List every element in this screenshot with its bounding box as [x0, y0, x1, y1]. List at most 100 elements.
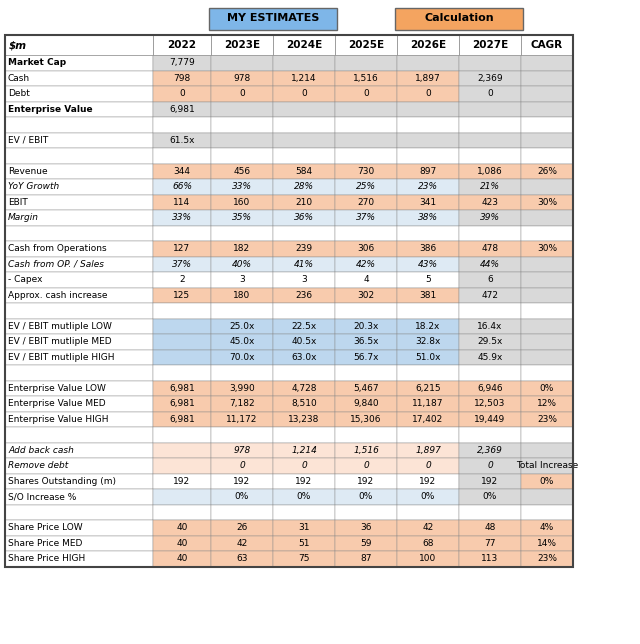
Bar [335, 504, 397, 520]
Text: 1,214: 1,214 [291, 446, 317, 455]
Bar [211, 241, 273, 256]
Text: 66%: 66% [172, 182, 192, 191]
Bar [211, 179, 273, 194]
Text: 4%: 4% [540, 523, 554, 532]
Bar [397, 350, 459, 365]
Text: 0%: 0% [359, 492, 373, 501]
Bar [273, 272, 335, 287]
Bar [273, 551, 335, 567]
Bar [459, 489, 521, 504]
Text: 2024E: 2024E [286, 40, 322, 50]
Bar [273, 303, 335, 319]
Bar [459, 194, 521, 210]
Bar [211, 442, 273, 458]
Text: $m: $m [9, 40, 27, 50]
Text: 11,172: 11,172 [227, 415, 258, 424]
Bar [5, 102, 153, 117]
Bar [335, 442, 397, 458]
Text: Share Price MED: Share Price MED [8, 539, 83, 548]
Bar [5, 427, 153, 442]
Bar [521, 473, 573, 489]
Text: 8,510: 8,510 [291, 399, 317, 408]
Bar [153, 133, 211, 148]
Bar [153, 70, 211, 86]
Bar [5, 412, 153, 427]
Bar [459, 458, 521, 473]
Text: 37%: 37% [172, 260, 192, 269]
Text: 75: 75 [298, 554, 310, 564]
Text: 87: 87 [360, 554, 372, 564]
Text: 2: 2 [179, 275, 185, 284]
Bar [211, 256, 273, 272]
Bar [397, 396, 459, 412]
Bar [521, 551, 573, 567]
Bar [335, 489, 397, 504]
Bar [397, 458, 459, 473]
Bar [153, 194, 211, 210]
Bar [211, 473, 273, 489]
Bar [459, 520, 521, 536]
Bar [335, 396, 397, 412]
Text: 897: 897 [419, 167, 436, 176]
Bar [153, 350, 211, 365]
Bar [397, 272, 459, 287]
Text: 6,981: 6,981 [169, 399, 195, 408]
Bar [459, 102, 521, 117]
Bar [153, 334, 211, 350]
Bar [211, 164, 273, 179]
Bar [521, 303, 573, 319]
Bar [273, 427, 335, 442]
Text: Enterprise Value MED: Enterprise Value MED [8, 399, 106, 408]
Text: 13,238: 13,238 [288, 415, 320, 424]
Bar [153, 117, 211, 133]
Text: 0%: 0% [235, 492, 249, 501]
Bar [335, 334, 397, 350]
Bar [211, 536, 273, 551]
Bar [5, 303, 153, 319]
Bar [521, 256, 573, 272]
Bar [459, 210, 521, 225]
Bar [521, 55, 573, 70]
Bar [521, 179, 573, 194]
Bar [521, 396, 573, 412]
Text: 4,728: 4,728 [291, 384, 317, 393]
Text: 9,840: 9,840 [353, 399, 379, 408]
Bar [153, 458, 211, 473]
Text: EV / EBIT mutliple MED: EV / EBIT mutliple MED [8, 337, 111, 346]
Text: 306: 306 [357, 244, 374, 253]
Bar [521, 350, 573, 365]
Bar [153, 442, 211, 458]
Bar [153, 164, 211, 179]
Bar [5, 287, 153, 303]
Bar [397, 334, 459, 350]
Bar [459, 412, 521, 427]
Text: 14%: 14% [537, 539, 557, 548]
Bar [397, 102, 459, 117]
Bar [273, 319, 335, 334]
Text: Add back cash: Add back cash [8, 446, 74, 455]
Bar [273, 489, 335, 504]
Bar [153, 256, 211, 272]
Bar [273, 117, 335, 133]
Text: 31: 31 [298, 523, 310, 532]
Text: 6,946: 6,946 [477, 384, 503, 393]
Bar [153, 102, 211, 117]
Bar [397, 473, 459, 489]
Text: 36.5x: 36.5x [353, 337, 379, 346]
Text: 20.3x: 20.3x [353, 322, 379, 331]
Bar [459, 55, 521, 70]
Bar [397, 194, 459, 210]
Bar [397, 210, 459, 225]
Bar [5, 272, 153, 287]
Bar [397, 241, 459, 256]
Text: 26: 26 [236, 523, 248, 532]
Bar [153, 35, 211, 55]
Text: 978: 978 [234, 74, 251, 82]
Text: 127: 127 [173, 244, 191, 253]
Text: Enterprise Value LOW: Enterprise Value LOW [8, 384, 106, 393]
Text: 4: 4 [363, 275, 369, 284]
Text: 0: 0 [301, 90, 307, 99]
Text: 0: 0 [425, 90, 431, 99]
Bar [153, 148, 211, 164]
Bar [5, 194, 153, 210]
